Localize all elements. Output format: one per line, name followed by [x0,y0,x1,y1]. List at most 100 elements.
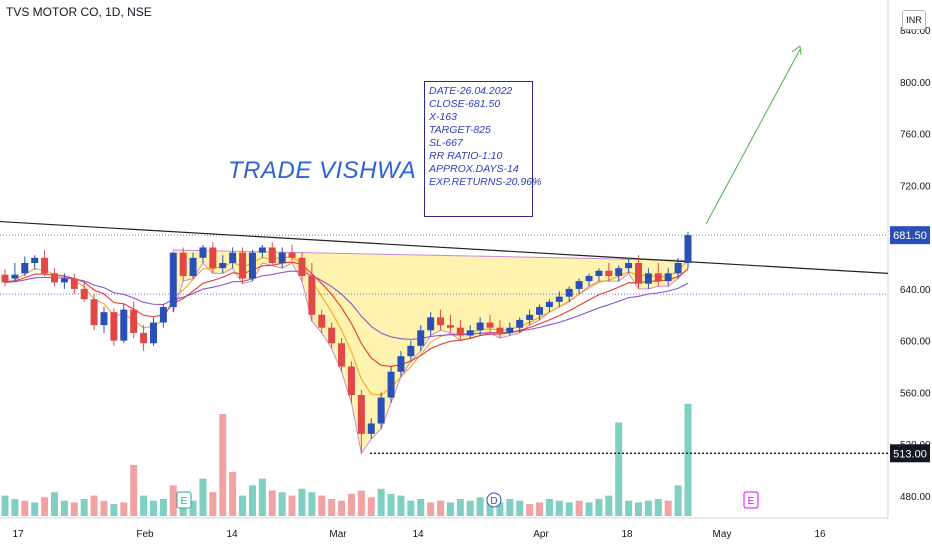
ema-slow-line [4,270,689,340]
marker-shape [176,491,192,509]
candle-body [496,327,504,333]
volume-bar [466,500,474,516]
event-marker: E [176,491,192,509]
volume-bar [427,502,435,516]
candle-body [437,317,445,326]
candle-body [248,252,256,279]
candle-body [80,288,88,300]
note-line: TARGET-825 [429,124,491,136]
volume-bar [417,499,425,516]
volume-bar [437,500,445,516]
target-arrow-head [791,45,802,56]
volume-bar [308,492,316,516]
volume-bar [555,500,563,516]
candle-body [41,257,49,274]
candle-body [11,274,19,279]
candle-body [149,322,157,344]
candle-body [110,312,118,341]
volume-bar [268,490,276,516]
volume-bar [615,422,623,516]
volume-bar [367,497,375,516]
volume-bar [684,403,692,516]
marker-label: E [181,496,188,507]
volume-bar [60,500,68,516]
volume-bar [11,499,19,516]
candle-body [258,247,266,253]
candle-body [1,274,9,283]
volume-bar [288,495,296,516]
price-axis-label: 681.50 [893,230,927,242]
volume-bar [526,504,534,516]
candle-body [229,252,237,263]
candle-body [526,314,534,320]
volume-bar [506,499,514,516]
volume-bar [377,488,385,516]
volume-bar [486,502,494,516]
candle-body [575,281,583,289]
candle-body [120,309,128,341]
volume-bar [387,493,395,516]
volume-bar [625,500,633,516]
volume-bar [347,493,355,516]
event-marker: E [743,491,759,509]
note-line: DATE-26.04.2022 [429,85,513,97]
candle-body [31,257,39,263]
x-tick-label: 16 [814,529,826,540]
candle-body [654,273,662,282]
candle-body [140,332,148,344]
x-tick-label: Apr [533,529,549,540]
x-tick-label: Mar [329,529,347,540]
candle-body [486,322,494,328]
marker-label: E [748,496,755,507]
note-line: SL-667 [429,137,463,149]
volume-bar [407,500,415,516]
volume-bar [229,471,237,516]
volume-bar [496,502,504,516]
volume-bar [199,478,207,516]
candle-body [625,263,633,269]
volume-bar [397,495,405,516]
candle-body [456,327,464,336]
candle-body [159,307,167,323]
volume-bar [635,502,643,516]
x-tick-label: Feb [136,529,154,540]
note-line: EXP.RETURNS-20.96% [429,176,542,188]
candle-body [674,263,682,274]
candle-body [397,356,405,372]
x-tick-label: 14 [412,529,424,540]
y-tick-label: 720.00 [900,181,931,192]
x-tick-label: 18 [621,529,633,540]
y-tick-label: 640.00 [900,285,931,296]
candle-body [209,247,217,269]
volume-bar [575,500,583,516]
candle-body [347,366,355,396]
x-tick-label: 14 [226,529,238,540]
candle-body [318,314,326,328]
candle-body [545,301,553,308]
symbol-title: TVS MOTOR CO, 1D, NSE [6,5,152,19]
candle-body [90,299,98,326]
volume-bar [338,500,346,516]
candle-body [565,288,573,297]
volume-bar [674,485,682,516]
candle-body [268,247,276,263]
volume-bar [1,495,9,516]
volume-bar [110,504,118,516]
y-tick-label: 480.00 [900,492,931,503]
volume-bar [41,497,49,516]
volume-bar [278,492,286,516]
candle-body [179,252,187,276]
candle-body [427,317,435,331]
note-line: APPROX.DAYS-14 [429,163,519,175]
volume-bar [159,499,167,516]
candle-body [70,278,78,289]
candle-body [407,345,415,357]
candle-body [239,252,247,279]
volume-bar [258,478,266,516]
volume-bar [50,492,58,516]
candle-body [219,263,227,269]
currency-badge[interactable]: INR [902,10,926,30]
candle-body [21,263,29,274]
candle-body [189,257,197,276]
y-tick-label: 840.00 [900,26,931,37]
